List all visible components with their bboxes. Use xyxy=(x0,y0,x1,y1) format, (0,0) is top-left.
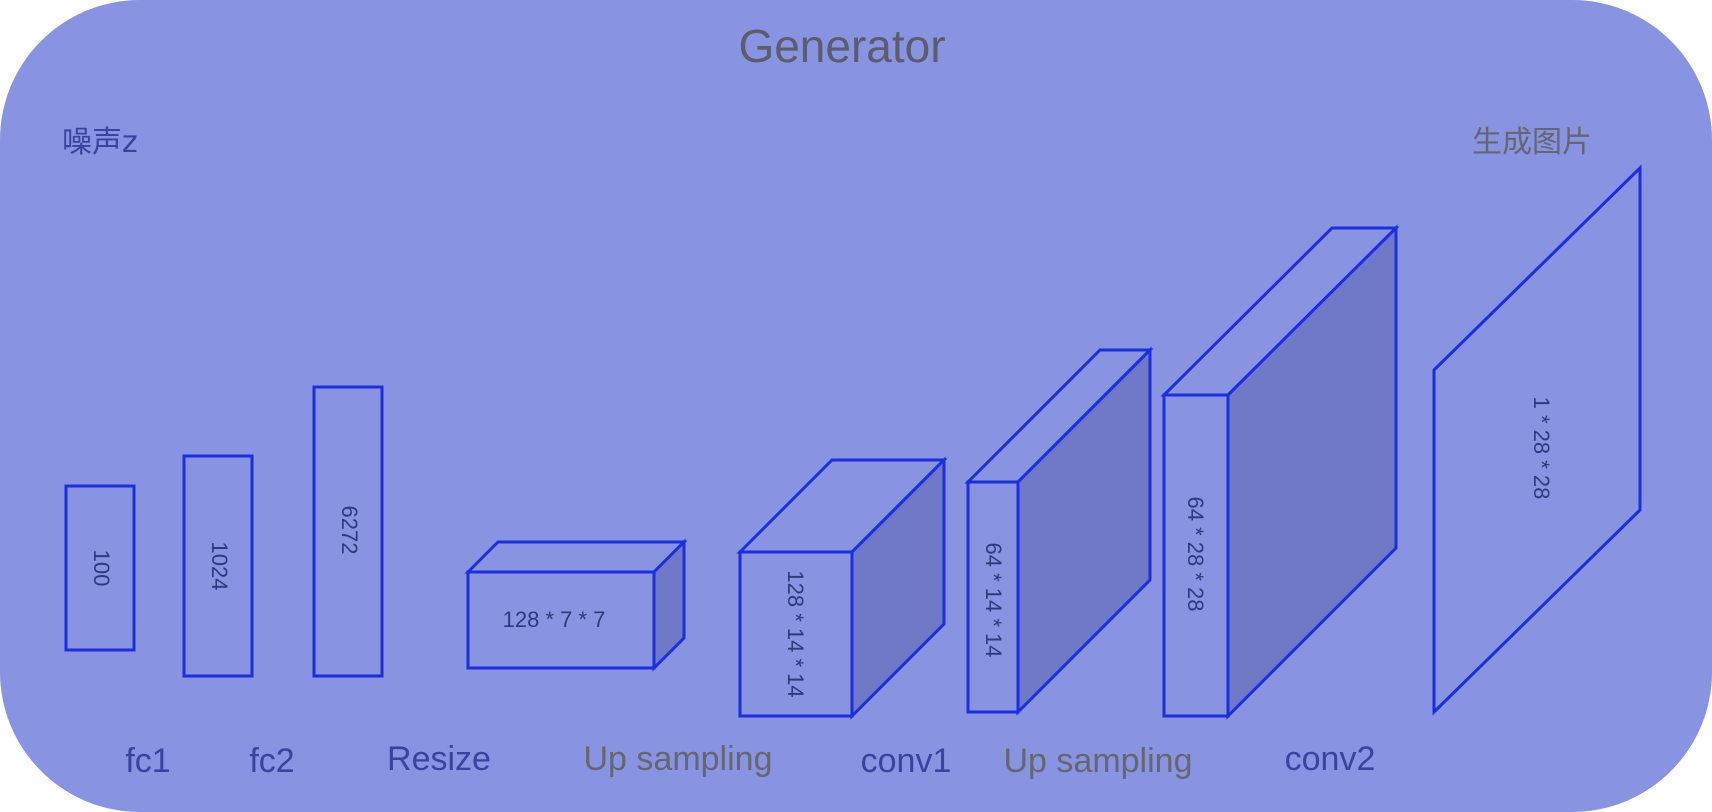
block-100-dims: 100 xyxy=(89,550,114,587)
diagram-title: Generator xyxy=(738,20,945,72)
stage-label-up-sampling-1: Up sampling xyxy=(584,740,773,778)
tensor-128x7x7-dims: 128 * 7 * 7 xyxy=(503,607,606,632)
tensor-128x14x14: 128 * 14 * 14 xyxy=(736,456,948,720)
tensor-128x7x7: 128 * 7 * 7 xyxy=(464,538,688,672)
output-label: 生成图片 xyxy=(1472,125,1592,160)
block-100: 100 xyxy=(64,484,136,652)
tensor-128x14x14-dims: 128 * 14 * 14 xyxy=(783,570,808,697)
stage-label-fc1: fc1 xyxy=(125,742,170,780)
output-image-plane: 1 * 28 * 28 xyxy=(1432,164,1642,716)
block-6272: 6272 xyxy=(312,385,384,678)
output-image-dims: 1 * 28 * 28 xyxy=(1529,397,1554,500)
tensor-64x14x14-dims: 64 * 14 * 14 xyxy=(981,543,1006,658)
block-6272-dims: 6272 xyxy=(337,506,362,555)
tensor-64x14x14: 64 * 14 * 14 xyxy=(964,346,1154,716)
stage-label-up-sampling-2: Up sampling xyxy=(1004,742,1193,780)
tensor-64x28x28: 64 * 28 * 28 xyxy=(1160,224,1400,720)
stage-label-conv2: conv2 xyxy=(1285,740,1376,778)
stage-label-conv1: conv1 xyxy=(861,742,952,780)
input-label: 噪声z xyxy=(62,125,138,160)
block-1024-dims: 1024 xyxy=(207,542,232,591)
stage-label-fc2: fc2 xyxy=(249,742,294,780)
block-1024: 1024 xyxy=(182,454,254,678)
stage-label-resize: Resize xyxy=(387,740,491,778)
tensor-64x28x28-dims: 64 * 28 * 28 xyxy=(1183,497,1208,612)
